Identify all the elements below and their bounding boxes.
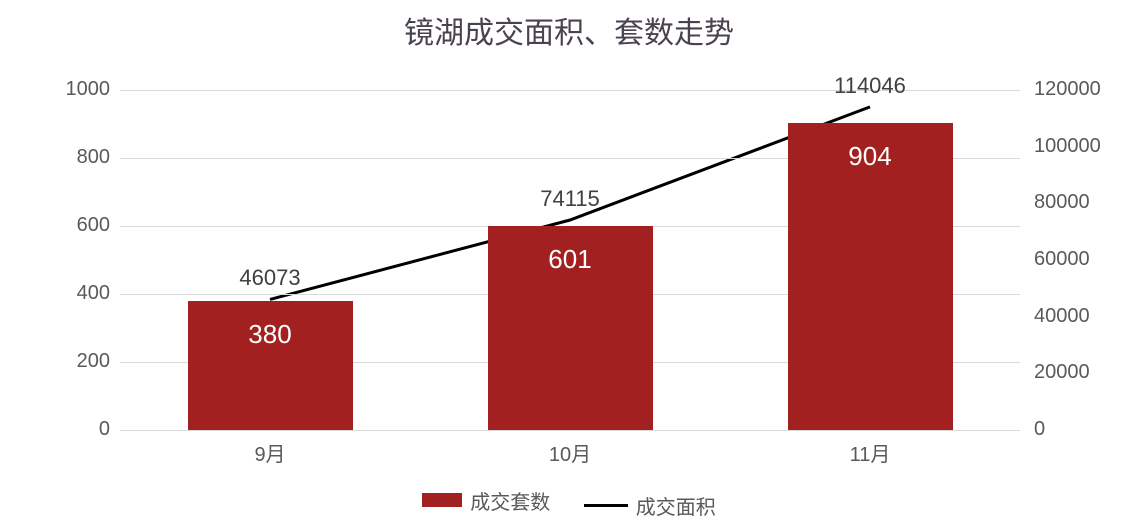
bar-value-label: 601 — [488, 244, 653, 275]
y-left-tick: 800 — [40, 146, 110, 169]
y-left-tick: 600 — [40, 214, 110, 237]
y-right-tick: 100000 — [1034, 135, 1124, 158]
plot-area: 380 601 904 — [120, 90, 1020, 431]
chart-title: 镜湖成交面积、套数走势 — [0, 8, 1138, 52]
legend-item-bar: 成交套数 — [422, 486, 550, 515]
y-right-tick: 40000 — [1034, 305, 1124, 328]
bar: 380 — [188, 301, 353, 430]
legend-swatch-line — [584, 504, 628, 507]
bar: 601 — [488, 226, 653, 430]
line-value-label: 74115 — [540, 186, 600, 212]
y-left-tick: 1000 — [40, 78, 110, 101]
x-tick: 10月 — [549, 438, 591, 467]
legend-swatch-bar — [422, 493, 462, 507]
y-right-tick: 120000 — [1034, 78, 1124, 101]
legend-label-bar: 成交套数 — [470, 486, 550, 515]
legend-label-line: 成交面积 — [636, 491, 716, 520]
legend-item-line: 成交面积 — [584, 491, 716, 520]
line-value-label: 114046 — [834, 73, 906, 99]
y-left-tick: 200 — [40, 350, 110, 373]
y-right-tick: 60000 — [1034, 248, 1124, 271]
bar: 904 — [788, 123, 953, 430]
y-left-tick: 0 — [40, 418, 110, 441]
bar-value-label: 904 — [788, 141, 953, 172]
y-right-tick: 0 — [1034, 418, 1124, 441]
x-tick: 9月 — [254, 438, 285, 467]
y-right-tick: 20000 — [1034, 361, 1124, 384]
y-right-tick: 80000 — [1034, 191, 1124, 214]
x-tick: 11月 — [850, 438, 891, 467]
y-left-tick: 400 — [40, 282, 110, 305]
bar-value-label: 380 — [188, 319, 353, 350]
line-value-label: 46073 — [239, 265, 300, 291]
chart-container: 镜湖成交面积、套数走势 380 601 904 成交套数 成交面积 0 200 400 6… — [0, 0, 1138, 532]
legend: 成交套数 成交面积 — [0, 486, 1138, 521]
